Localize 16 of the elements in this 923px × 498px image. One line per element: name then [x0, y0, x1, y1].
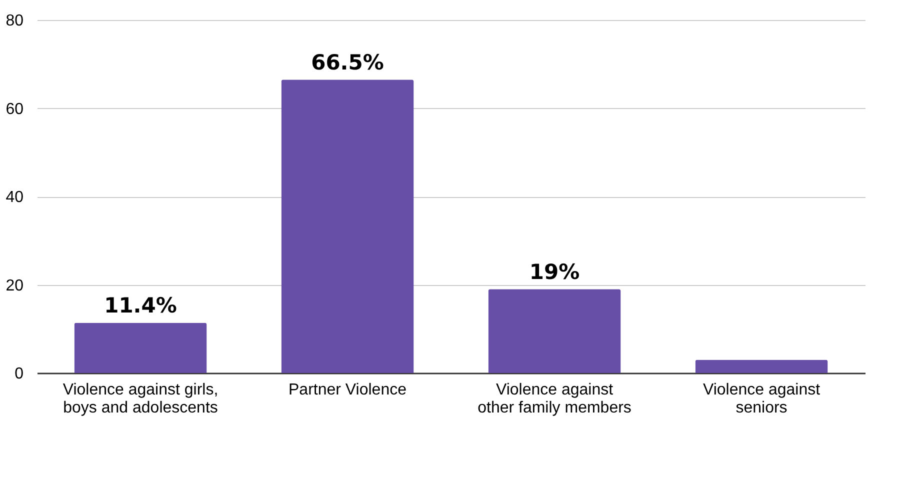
bar [281, 80, 414, 373]
y-tick-label: 40 [6, 189, 24, 206]
y-tick-label: 20 [6, 277, 24, 294]
data-label: 19% [529, 260, 580, 284]
data-label: 11.4% [104, 294, 177, 318]
x-tick-label: Partner Violence [288, 382, 407, 398]
x-tick-label: Violence against seniors [702, 382, 821, 416]
data-label: 66.5% [311, 50, 384, 75]
x-tick-label: Violence against other family members [478, 382, 632, 416]
y-tick-label: 80 [6, 12, 24, 30]
bar [74, 322, 207, 373]
y-tick-label: 0 [14, 366, 24, 382]
y-tick-label: 60 [6, 100, 24, 118]
bar [488, 289, 621, 373]
bar [695, 360, 828, 373]
x-tick-label: Violence against girls, boys and adolescents [62, 382, 218, 416]
